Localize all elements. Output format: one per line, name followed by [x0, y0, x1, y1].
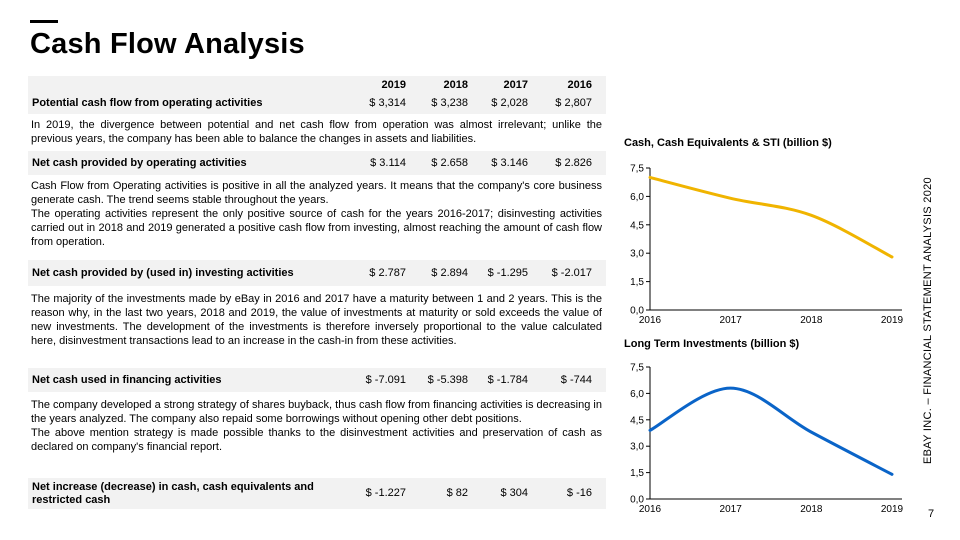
description-text: Cash Flow from Operating activities is p…: [28, 175, 606, 260]
long-term-investments-chart: 0,0 1,5 3,0 4,5 6,0 7,5 2016 2017 2018 2019: [630, 363, 904, 516]
series-line: [648, 175, 894, 259]
x-tick-label: 2016: [639, 315, 662, 326]
y-tick-label: 7,5: [630, 164, 644, 175]
cell-value: $ -16: [566, 487, 592, 499]
cell-value: $ 304: [500, 487, 528, 499]
cell-value: $ 2.894: [431, 267, 468, 279]
year-header: 2016: [567, 79, 592, 91]
y-tick-label: 1,5: [630, 277, 644, 288]
x-tick-label: 2019: [881, 504, 904, 515]
cell-value: $ 2.787: [369, 267, 406, 279]
cell-value: $ 3.146: [491, 157, 528, 169]
page-title: Cash Flow Analysis: [30, 28, 305, 60]
description-text: The majority of the investments made by …: [28, 286, 606, 368]
chart-title: Long Term Investments (billion $): [624, 338, 800, 350]
series-line: [648, 386, 894, 476]
row-label: Net increase (decrease) in cash, cash eq…: [32, 481, 314, 507]
cell-value: $ -1.295: [487, 267, 528, 279]
x-tick-label: 2017: [720, 315, 743, 326]
x-tick-label: 2017: [720, 504, 743, 515]
cell-value: $ -7.091: [365, 374, 406, 386]
cell-value: $ 3,314: [369, 97, 406, 109]
cell-value: $ 82: [446, 487, 468, 499]
x-tick-label: 2018: [800, 315, 823, 326]
cell-value: $ -2.017: [551, 267, 592, 279]
year-header: 2018: [443, 79, 468, 91]
y-tick-label: 1,5: [630, 468, 644, 479]
x-tick-label: 2018: [800, 504, 823, 515]
title-accent-bar: [30, 20, 58, 23]
cell-value: $ 2,807: [555, 97, 592, 109]
row-label-line: restricted cash: [32, 494, 111, 506]
description-text: The company developed a strong strategy …: [28, 392, 606, 478]
page-number: 7: [928, 508, 935, 520]
cell-value: $ -5.398: [427, 374, 468, 386]
row-label: Net cash provided by (used in) investing…: [32, 267, 294, 279]
cash-chart: 0,0 1,5 3,0 4,5 6,0 7,5 2016 2017 2018 2019: [630, 164, 904, 327]
x-tick-label: 2016: [639, 504, 662, 515]
cell-value: $ 2,028: [491, 97, 528, 109]
y-tick-label: 4,5: [630, 415, 644, 426]
description-paragraph: The majority of the investments made by …: [31, 293, 602, 347]
description-text: In 2019, the divergence between potentia…: [28, 114, 606, 151]
year-header: 2019: [381, 79, 406, 91]
y-tick-label: 0,0: [630, 306, 644, 317]
description-paragraph: Cash Flow from Operating activities is p…: [31, 180, 602, 206]
table-row: Net increase (decrease) in cash, cash eq…: [28, 478, 606, 509]
y-tick-label: 6,0: [630, 389, 644, 400]
table-row: Net cash provided by (used in) investing…: [28, 260, 606, 286]
description-paragraph: The operating activities represent the o…: [31, 208, 602, 248]
row-label: Potential cash flow from operating activ…: [32, 97, 263, 109]
row-label-line: Net increase (decrease) in cash, cash eq…: [32, 481, 314, 493]
description-paragraph: The above mention strategy is made possi…: [31, 427, 602, 453]
y-tick-label: 0,0: [630, 495, 644, 506]
y-tick-label: 3,0: [630, 249, 644, 260]
y-tick-label: 3,0: [630, 442, 644, 453]
table-row: Net cash provided by operating activitie…: [28, 151, 606, 175]
side-label: EBAY INC. – FINANCIAL STATEMENT ANALYSIS…: [922, 177, 934, 464]
cell-value: $ -1.784: [487, 374, 528, 386]
description-paragraph: In 2019, the divergence between potentia…: [31, 119, 602, 145]
y-tick-label: 7,5: [630, 363, 644, 374]
table-row: Net cash used in financing activities $ …: [28, 368, 606, 392]
description-paragraph: The company developed a strong strategy …: [31, 399, 602, 425]
table-row: Potential cash flow from operating activ…: [28, 93, 606, 114]
row-label: Net cash used in financing activities: [32, 374, 222, 386]
cell-value: $ -744: [560, 374, 592, 386]
chart-title: Cash, Cash Equivalents & STI (billion $): [624, 137, 832, 149]
cash-flow-table: 2019 2018 2017 2016 Potential cash flow …: [28, 76, 606, 509]
year-header: 2017: [503, 79, 528, 91]
cell-value: $ 3.114: [370, 157, 406, 169]
cell-value: $ 3,238: [431, 97, 468, 109]
cell-value: $ -1.227: [365, 487, 406, 499]
cell-value: $ 2.826: [555, 157, 592, 169]
cell-value: $ 2.658: [431, 157, 468, 169]
x-tick-label: 2019: [881, 315, 904, 326]
row-label: Net cash provided by operating activitie…: [32, 157, 247, 169]
y-tick-label: 6,0: [630, 192, 644, 203]
table-header-row: 2019 2018 2017 2016: [28, 76, 606, 93]
y-tick-label: 4,5: [630, 220, 644, 231]
